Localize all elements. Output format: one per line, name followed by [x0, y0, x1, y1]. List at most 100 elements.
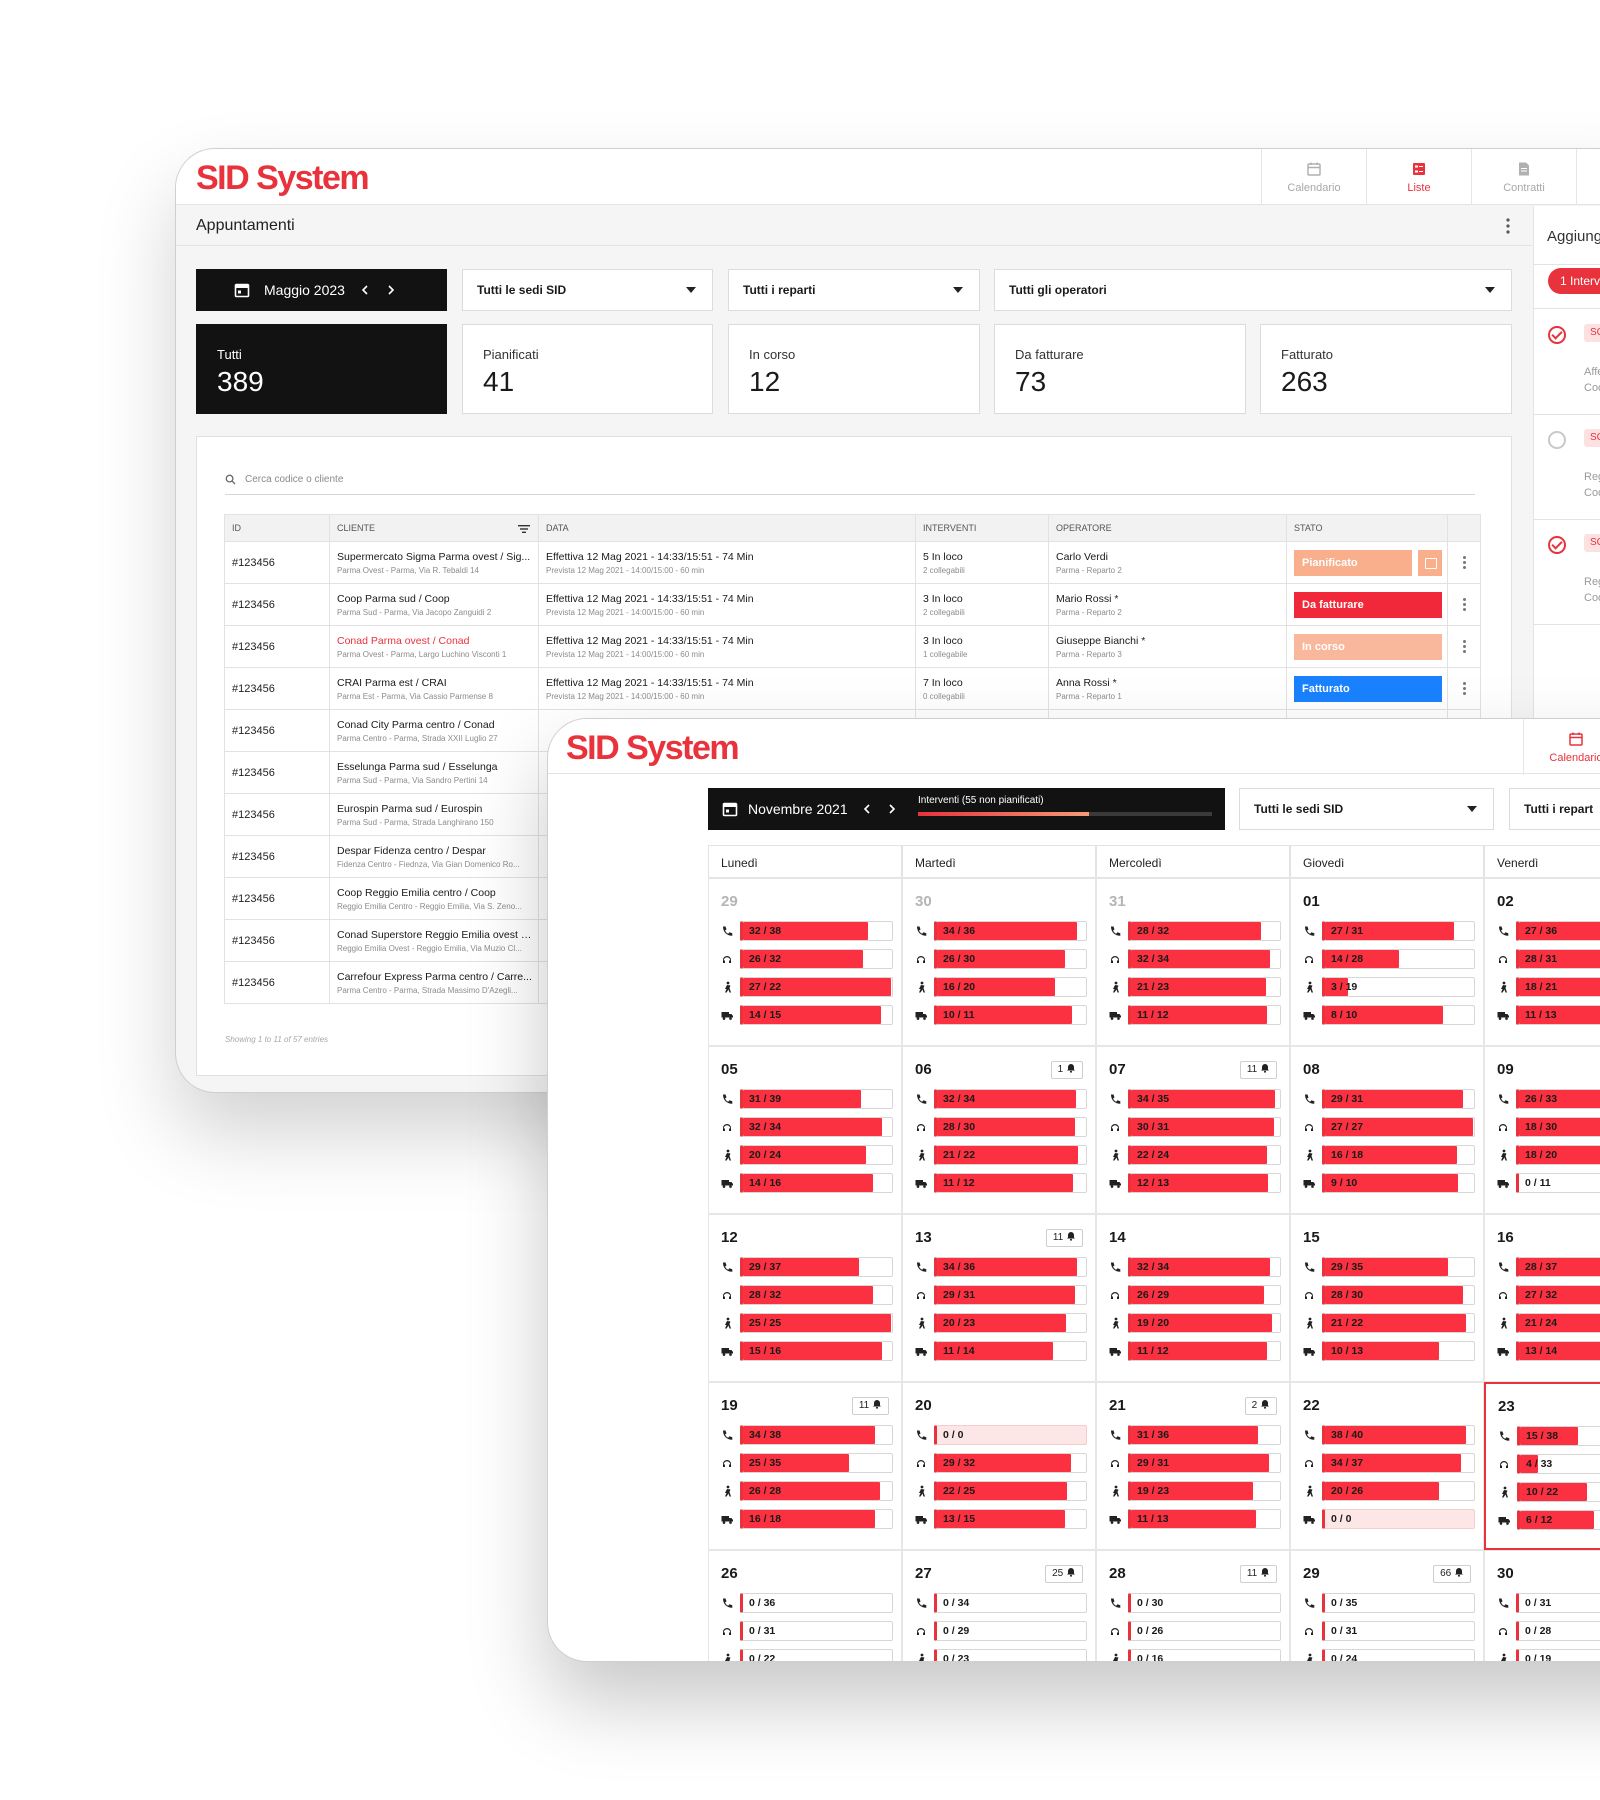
capacity-row[interactable]: 26 / 28 [721, 1481, 893, 1501]
table-row[interactable]: #123456 Supermercato Sigma Parma ovest / … [224, 541, 1481, 584]
calendar-day[interactable]: 31 28 / 32 32 / 34 21 / 23 11 / 12 [1096, 878, 1290, 1046]
row-client[interactable]: Despar Fidenza centro / Despar Fidenza Ce… [329, 835, 539, 878]
capacity-row[interactable]: 27 / 32 [1497, 1285, 1600, 1305]
alert-badge[interactable]: 1 [1050, 1061, 1083, 1079]
capacity-row[interactable]: 21 / 23 [1109, 977, 1281, 997]
capacity-row[interactable]: 8 / 10 [1303, 1005, 1475, 1025]
calendar-day[interactable]: 29 32 / 38 26 / 32 27 / 22 14 / 15 [708, 878, 902, 1046]
capacity-row[interactable]: 15 / 16 [721, 1341, 893, 1361]
capacity-row[interactable]: 15 / 38 [1498, 1426, 1600, 1446]
nav-calendario[interactable]: Calendario [1523, 719, 1600, 775]
nav-calendario[interactable]: Calendario [1261, 149, 1366, 205]
capacity-row[interactable]: 29 / 31 [915, 1285, 1087, 1305]
stat-fatturato[interactable]: Fatturato 263 [1260, 324, 1512, 414]
row-client[interactable]: Supermercato Sigma Parma ovest / Sig... P… [329, 541, 539, 584]
calendar-day[interactable]: 14 32 / 34 26 / 29 19 / 20 11 / 12 [1096, 1214, 1290, 1382]
capacity-row[interactable]: 11 / 12 [1109, 1005, 1281, 1025]
capacity-row[interactable]: 11 / 12 [915, 1173, 1087, 1193]
nav-liste[interactable]: Liste [1366, 149, 1471, 205]
capacity-row[interactable]: 32 / 38 [721, 921, 893, 941]
capacity-row[interactable]: 0 / 34 [915, 1593, 1087, 1613]
capacity-row[interactable]: 27 / 36 [1497, 921, 1600, 941]
sedi-select[interactable]: Tutti le sedi SID [462, 269, 713, 311]
capacity-row[interactable]: 34 / 35 [1109, 1089, 1281, 1109]
capacity-row[interactable]: 0 / 22 [721, 1649, 893, 1661]
capacity-row[interactable]: 28 / 31 [1497, 949, 1600, 969]
operatori-select[interactable]: Tutti gli operatori [994, 269, 1512, 311]
calendar-day[interactable]: 29 66 0 / 35 0 / 31 0 / 24 [1290, 1550, 1484, 1661]
stat-pianificati[interactable]: Pianificati 41 [462, 324, 713, 414]
capacity-row[interactable]: 4 / 33 [1498, 1454, 1600, 1474]
capacity-row[interactable]: 28 / 30 [915, 1117, 1087, 1137]
calendar-day-today[interactable]: 23 15 / 38 4 / 33 10 / 22 6 / 12 [1484, 1382, 1600, 1550]
alert-badge[interactable]: 11 [1239, 1061, 1277, 1079]
capacity-row[interactable]: 27 / 27 [1303, 1117, 1475, 1137]
calendar-day[interactable]: 12 29 / 37 28 / 32 25 / 25 15 / 16 [708, 1214, 902, 1382]
capacity-row[interactable]: 27 / 22 [721, 977, 893, 997]
capacity-row[interactable]: 25 / 25 [721, 1313, 893, 1333]
column-header[interactable]: INTERVENTI [915, 514, 1049, 542]
capacity-row[interactable]: 16 / 18 [721, 1509, 893, 1529]
row-actions[interactable] [1447, 625, 1481, 668]
calendar-day[interactable]: 22 38 / 40 34 / 37 20 / 26 0 / 0 [1290, 1382, 1484, 1550]
month-selector[interactable]: Maggio 2023 [196, 269, 447, 311]
calendar-day[interactable]: 26 0 / 36 0 / 31 0 / 22 [708, 1550, 902, 1661]
column-header[interactable]: CLIENTE [329, 514, 539, 542]
capacity-row[interactable]: 21 / 22 [1303, 1313, 1475, 1333]
capacity-row[interactable]: 3 / 19 [1303, 977, 1475, 997]
calendar-day[interactable]: 16 28 / 37 27 / 32 21 / 24 13 / 14 [1484, 1214, 1600, 1382]
side-item[interactable]: SC Reg Coo [1548, 524, 1600, 614]
table-row[interactable]: #123456 Coop Parma sud / Coop Parma Sud - … [224, 583, 1481, 626]
sort-icon[interactable] [518, 524, 530, 534]
status-badge[interactable]: In corso [1294, 633, 1442, 660]
capacity-row[interactable]: 6 / 12 [1498, 1510, 1600, 1530]
capacity-row[interactable]: 0 / 0 [915, 1425, 1087, 1445]
capacity-row[interactable]: 0 / 0 [1303, 1509, 1475, 1529]
capacity-row[interactable]: 34 / 36 [915, 1257, 1087, 1277]
alert-badge[interactable]: 11 [1045, 1229, 1083, 1247]
search-bar[interactable]: Cerca codice o cliente [225, 465, 1475, 495]
calendar-day[interactable]: 30 0 / 31 0 / 28 0 / 19 [1484, 1550, 1600, 1661]
column-header[interactable]: STATO [1286, 514, 1448, 542]
capacity-row[interactable]: 30 / 31 [1109, 1117, 1281, 1137]
capacity-row[interactable]: 20 / 23 [915, 1313, 1087, 1333]
nav-contratti[interactable]: Contratti [1471, 149, 1576, 205]
capacity-row[interactable]: 10 / 22 [1498, 1482, 1600, 1502]
row-client[interactable]: Eurospin Parma sud / Eurospin Parma Sud -… [329, 793, 539, 836]
capacity-row[interactable]: 10 / 13 [1303, 1341, 1475, 1361]
row-actions[interactable] [1447, 667, 1481, 710]
capacity-row[interactable]: 11 / 14 [915, 1341, 1087, 1361]
capacity-row[interactable]: 31 / 39 [721, 1089, 893, 1109]
column-header[interactable]: DATA [538, 514, 916, 542]
chevron-left-icon[interactable] [359, 284, 371, 296]
capacity-row[interactable]: 20 / 24 [721, 1145, 893, 1165]
reparti-select[interactable]: Tutti i reparti [728, 269, 980, 311]
capacity-row[interactable]: 25 / 35 [721, 1453, 893, 1473]
capacity-row[interactable]: 0 / 29 [915, 1621, 1087, 1641]
table-row[interactable]: #123456 CRAI Parma est / CRAI Parma Est - … [224, 667, 1481, 710]
row-client[interactable]: Conad Parma ovest / Conad Parma Ovest - P… [329, 625, 539, 668]
alert-badge[interactable]: 66 [1433, 1565, 1471, 1583]
stat-tutti[interactable]: Tutti 389 [196, 324, 447, 414]
checkbox-checked[interactable] [1548, 536, 1566, 554]
capacity-row[interactable]: 28 / 37 [1497, 1257, 1600, 1277]
row-client[interactable]: CRAI Parma est / CRAI Parma Est - Parma, … [329, 667, 539, 710]
nav-extra[interactable] [1576, 149, 1600, 205]
calendar-day[interactable]: 20 0 / 0 29 / 32 22 / 25 13 / 15 [902, 1382, 1096, 1550]
capacity-row[interactable]: 0 / 23 [915, 1649, 1087, 1661]
stat-da-fatturare[interactable]: Da fatturare 73 [994, 324, 1246, 414]
capacity-row[interactable]: 0 / 31 [1303, 1621, 1475, 1641]
capacity-row[interactable]: 13 / 14 [1497, 1341, 1600, 1361]
capacity-row[interactable]: 20 / 26 [1303, 1481, 1475, 1501]
chevron-right-icon[interactable] [886, 803, 898, 815]
capacity-row[interactable]: 32 / 34 [721, 1117, 893, 1137]
capacity-row[interactable]: 18 / 30 [1497, 1117, 1600, 1137]
calendar-day[interactable]: 07 11 34 / 35 30 / 31 22 / 24 12 / 13 [1096, 1046, 1290, 1214]
checkbox-checked[interactable] [1548, 326, 1566, 344]
capacity-row[interactable]: 31 / 36 [1109, 1425, 1281, 1445]
capacity-row[interactable]: 21 / 22 [915, 1145, 1087, 1165]
alert-badge[interactable]: 11 [851, 1397, 889, 1415]
capacity-row[interactable]: 12 / 13 [1109, 1173, 1281, 1193]
capacity-row[interactable]: 38 / 40 [1303, 1425, 1475, 1445]
calendar-day[interactable]: 02 27 / 36 28 / 31 18 / 21 11 / 13 [1484, 878, 1600, 1046]
